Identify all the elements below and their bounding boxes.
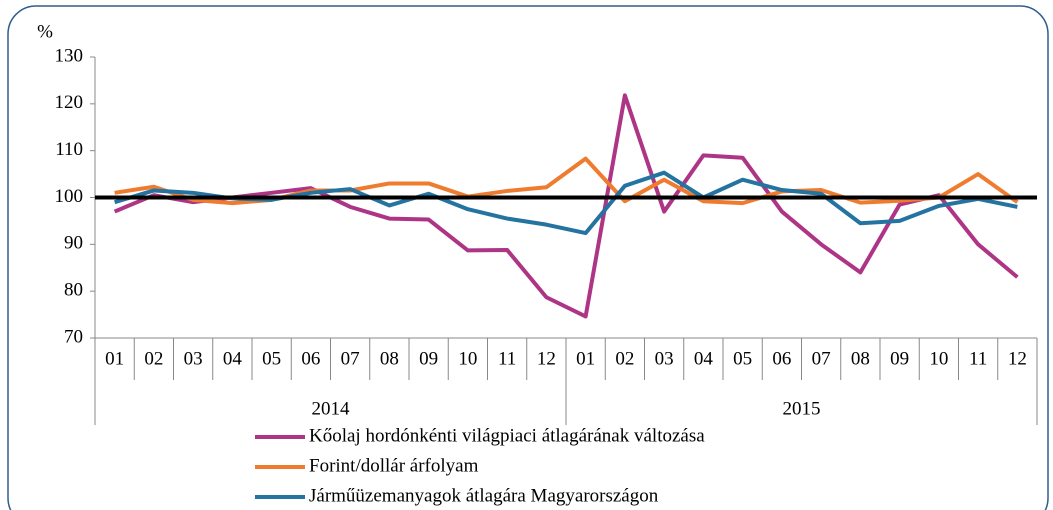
frame: [7, 5, 1049, 510]
x-tick-label: 04: [694, 348, 714, 369]
x-tick-label: 03: [184, 348, 203, 369]
x-tick-label: 08: [380, 348, 399, 369]
x-tick-label: 06: [301, 348, 320, 369]
x-tick-label: 04: [223, 348, 243, 369]
x-tick-label: 10: [458, 348, 477, 369]
y-tick-label: 70: [64, 326, 83, 347]
x-tick-label: 05: [262, 348, 281, 369]
x-tick-label: 02: [144, 348, 163, 369]
legend-label: Kőolaj hordónkénti világpiaci átlagárána…: [309, 425, 705, 446]
x-tick-label: 05: [733, 348, 752, 369]
x-tick-label: 11: [969, 348, 987, 369]
x-tick-label: 08: [851, 348, 870, 369]
x-tick-label: 12: [537, 348, 556, 369]
x-tick-label: 09: [419, 348, 438, 369]
x-tick-label: 01: [105, 348, 124, 369]
y-tick-label: 100: [55, 186, 84, 207]
legend-label: Forint/dollár árfolyam: [309, 455, 479, 476]
x-tick-label: 02: [615, 348, 634, 369]
x-tick-label: 10: [929, 348, 948, 369]
x-tick-label: 03: [655, 348, 674, 369]
x-tick-label: 06: [772, 348, 791, 369]
legend-label: Járműüzemanyagok átlagára Magyarországon: [309, 485, 659, 506]
series-line: [113, 93, 1019, 319]
x-group-label: 2014: [312, 398, 351, 419]
x-tick-label: 12: [1008, 348, 1027, 369]
y-tick-label: 120: [55, 92, 84, 113]
x-group-label: 2015: [783, 398, 821, 419]
x-tick-label: 07: [812, 348, 831, 369]
x-tick-label: 09: [890, 348, 909, 369]
y-tick-label: 80: [64, 280, 83, 301]
x-tick-label: 11: [498, 348, 516, 369]
y-tick-label: 130: [55, 45, 84, 66]
y-tick-label: 110: [55, 139, 83, 160]
series-line: [114, 170, 1018, 236]
y-axis-label: %: [37, 21, 53, 42]
x-tick-label: 07: [341, 348, 360, 369]
x-tick-label: 01: [576, 348, 595, 369]
y-tick-label: 90: [64, 233, 83, 254]
